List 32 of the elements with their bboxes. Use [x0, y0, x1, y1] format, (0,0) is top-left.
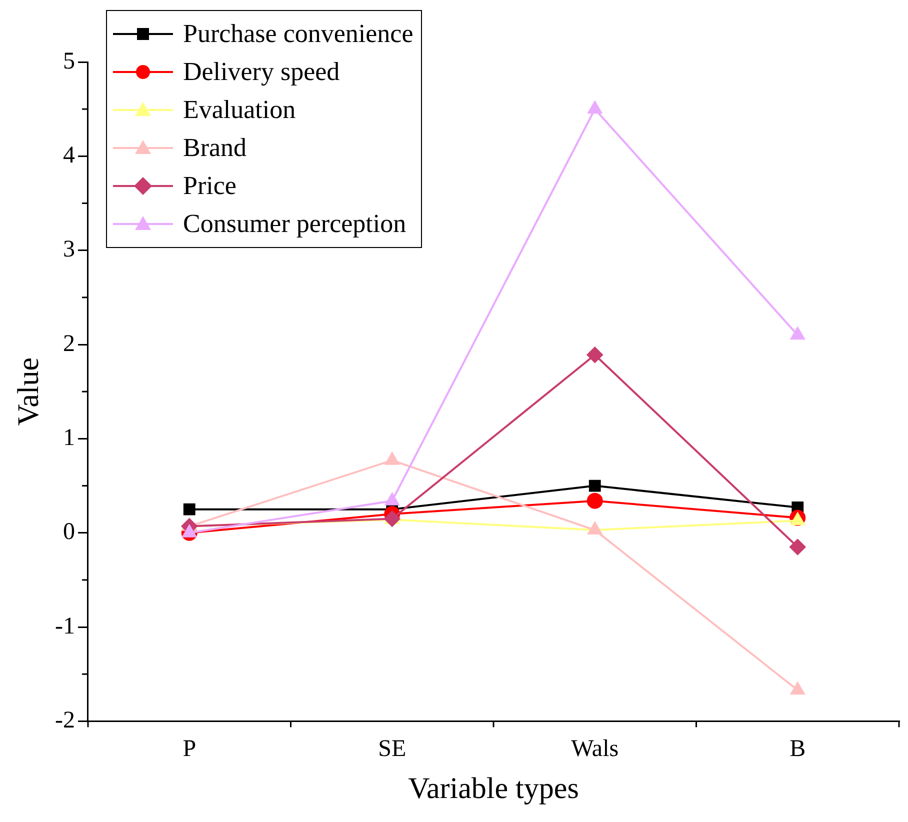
y-tick-label: 2 — [62, 330, 75, 357]
y-tick-label: -1 — [54, 613, 75, 640]
x-tick-label: Wals — [571, 736, 619, 762]
point — [182, 524, 196, 538]
x-tick-label: P — [182, 736, 196, 762]
legend-label: Evaluation — [182, 94, 296, 126]
point — [588, 101, 602, 114]
x-tick-label: B — [790, 736, 806, 762]
point — [384, 510, 400, 527]
y-tick-label: 0 — [62, 519, 75, 546]
legend-label: Consumer perception — [182, 208, 406, 240]
point — [385, 452, 400, 465]
y-axis-title: Value — [12, 357, 45, 426]
y-tick-label: 3 — [62, 236, 75, 263]
y-tick-label: -2 — [54, 707, 75, 734]
point — [183, 503, 196, 516]
x-tick-label: SE — [378, 736, 406, 762]
legend-label: Price — [182, 170, 236, 202]
y-tick-label: 4 — [62, 142, 75, 168]
point — [586, 492, 603, 509]
point — [790, 327, 805, 340]
y-tick-label: 5 — [62, 48, 75, 74]
point — [790, 538, 806, 555]
legend-label: Purchase convenience — [182, 18, 414, 50]
legend-label: Brand — [182, 132, 247, 164]
y-tick-label: 1 — [62, 424, 75, 451]
legend-label: Delivery speed — [182, 56, 340, 88]
point — [790, 512, 805, 526]
point — [385, 492, 400, 506]
point — [588, 480, 601, 492]
x-axis-title: Variable types — [408, 772, 579, 805]
point — [586, 346, 603, 363]
